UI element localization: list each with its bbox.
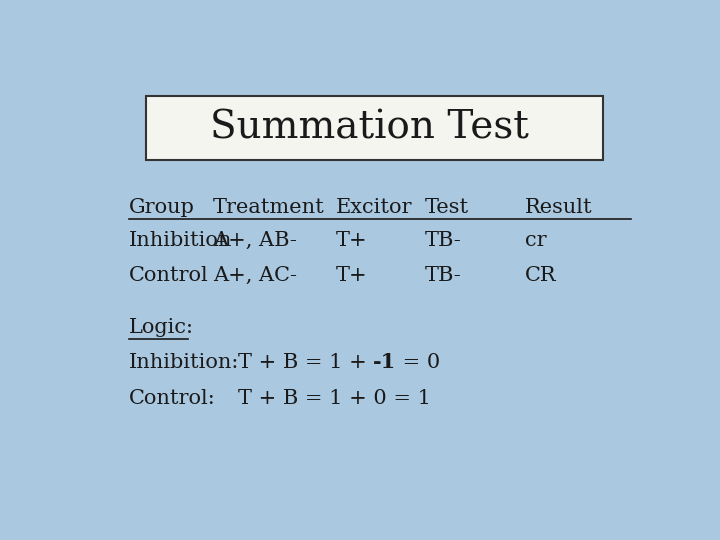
Text: Inhibition:: Inhibition:: [129, 354, 240, 373]
Text: A+, AC-: A+, AC-: [213, 266, 297, 285]
Text: A+, AB-: A+, AB-: [213, 231, 297, 250]
Text: Summation Test: Summation Test: [210, 110, 528, 147]
Text: Treatment: Treatment: [213, 198, 325, 217]
Text: Result: Result: [526, 198, 593, 217]
Text: Test: Test: [425, 198, 469, 217]
Text: Group: Group: [129, 198, 195, 217]
Text: Excitor: Excitor: [336, 198, 412, 217]
Text: TB-: TB-: [425, 266, 462, 285]
Text: Inhibition: Inhibition: [129, 231, 233, 250]
Text: T + B = 1 +: T + B = 1 +: [238, 354, 373, 373]
Text: T+: T+: [336, 231, 367, 250]
Text: CR: CR: [526, 266, 557, 285]
Text: T+: T+: [336, 266, 367, 285]
Text: = 0: = 0: [397, 354, 441, 373]
Text: -1: -1: [373, 353, 397, 373]
Text: cr: cr: [526, 231, 547, 250]
Text: T + B = 1 + 0 = 1: T + B = 1 + 0 = 1: [238, 389, 431, 408]
Text: Control: Control: [129, 266, 209, 285]
FancyBboxPatch shape: [145, 96, 603, 160]
Text: Control:: Control:: [129, 389, 216, 408]
Text: Logic:: Logic:: [129, 318, 194, 337]
Text: TB-: TB-: [425, 231, 462, 250]
